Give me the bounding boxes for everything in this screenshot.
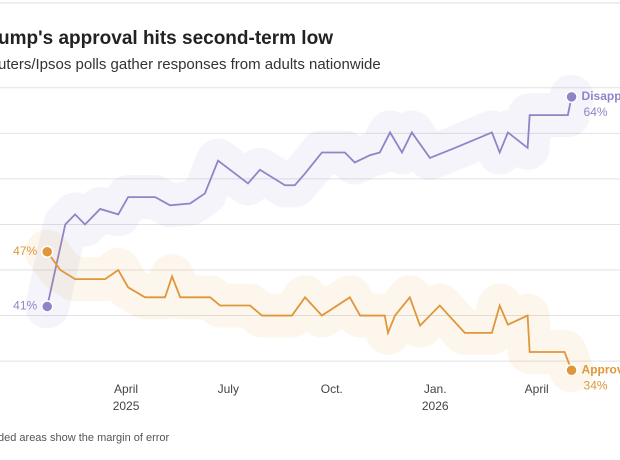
x-tick-label: April	[114, 382, 138, 396]
x-tick-label: July	[218, 382, 239, 396]
series-name: Disapp	[582, 89, 620, 103]
end-dot	[40, 245, 54, 259]
x-tick-label: April	[525, 382, 549, 396]
value-label: 47%	[13, 244, 37, 258]
note: ded areas show the margin of error	[0, 432, 170, 444]
series-line	[46, 251, 573, 371]
x-tick-label: Oct.	[321, 382, 343, 396]
chart-title: ump's approval hits second-term low	[0, 28, 333, 49]
series-name: Approv	[582, 362, 620, 376]
series-line	[46, 96, 573, 307]
x-tick-year: 2026	[422, 399, 449, 413]
chart-subtitle: uters/Ipsos polls gather responses from …	[0, 56, 381, 73]
value-label: 64%	[584, 105, 608, 119]
value-label: 41%	[13, 299, 37, 313]
end-dot	[40, 300, 54, 313]
end-dot	[565, 363, 578, 377]
end-dot	[565, 90, 578, 104]
x-tick-label: Jan.	[424, 382, 447, 396]
value-label: 34%	[584, 378, 608, 392]
x-tick-year: 2025	[113, 399, 140, 413]
